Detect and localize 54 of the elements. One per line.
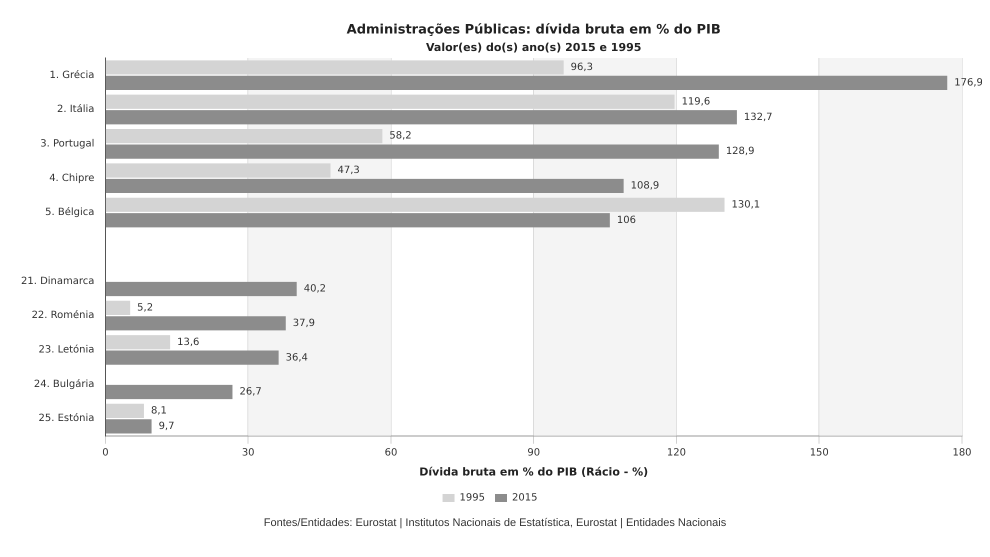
x-tick-label: 120	[666, 447, 686, 458]
data-label: 8,1	[150, 405, 167, 416]
bar	[106, 76, 948, 90]
bar	[106, 350, 279, 365]
data-label: 26,7	[239, 386, 262, 398]
data-label: 106	[616, 214, 636, 226]
y-tick-label: 22. Roménia	[32, 310, 94, 322]
y-tick-label: 24. Bulgária	[34, 378, 94, 390]
x-tick-label: 90	[527, 447, 540, 458]
bar	[106, 300, 130, 315]
x-tick-label: 30	[242, 447, 255, 458]
legend-label: 2015	[512, 492, 538, 504]
x-axis-title: Dívida bruta em % do PIB (Rácio - %)	[419, 465, 648, 478]
data-label: 132,7	[744, 112, 773, 123]
bar	[106, 213, 610, 228]
y-tick-label: 25. Estónia	[38, 413, 94, 424]
data-label: 128,9	[726, 146, 754, 158]
data-label: 176,9	[954, 77, 983, 88]
x-tick-label: 0	[102, 447, 109, 458]
bar	[106, 282, 297, 296]
bar	[106, 335, 170, 350]
data-label: 108,9	[630, 180, 660, 192]
data-label: 40,2	[304, 284, 326, 295]
data-label: 96,3	[570, 62, 593, 74]
data-label: 37,9	[292, 318, 316, 329]
y-tick-label: 21. Dinamarca	[20, 276, 94, 287]
bar	[106, 178, 624, 194]
x-tick-label: 180	[952, 447, 972, 458]
data-label: 13,6	[177, 336, 200, 348]
text: Fontes/Entidades: Eurostat | Institutos Nacionais de Estatística, Eurostat | Entidades Nacionais	[262, 517, 728, 529]
data-label: 5,2	[137, 302, 154, 314]
y-tick-label: 5. Bélgica	[45, 207, 94, 218]
x-tick-label: 60	[384, 447, 398, 458]
data-label: 36,4	[286, 352, 308, 364]
bar	[106, 384, 232, 400]
data-label: 58,2	[389, 130, 412, 142]
y-tick-label: 1. Grécia	[49, 70, 94, 81]
y-tick-label: 23. Letónia	[38, 344, 94, 356]
y-tick-label: 2. Itália	[57, 104, 94, 116]
data-label: 47,3	[338, 165, 360, 176]
bar	[106, 404, 144, 418]
data-label: 119,6	[682, 96, 710, 108]
bar	[106, 316, 286, 330]
bar	[106, 419, 152, 434]
y-tick-label: 4. Chipre	[49, 172, 94, 184]
x-tick-label: 150	[810, 447, 829, 458]
bar	[106, 144, 719, 159]
bar	[106, 110, 737, 124]
chart-title: Administrações Públicas: dívida bruta em % do PIB	[346, 22, 721, 38]
y-tick-label: 3. Portugal	[40, 138, 94, 150]
data-label: 130,1	[732, 199, 760, 210]
data-label: 9,7	[158, 420, 174, 432]
chart-subtitle: Valor(es) do(s) ano(s) 2015 e 1995	[426, 40, 642, 54]
legend-label: 1995	[460, 492, 486, 504]
